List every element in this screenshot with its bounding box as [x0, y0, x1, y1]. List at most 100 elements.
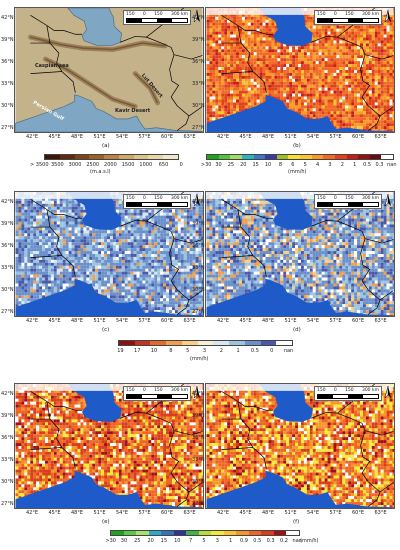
- rain-pixel: [163, 215, 167, 219]
- rain-pixel: [268, 64, 272, 68]
- rain-pixel: [318, 64, 322, 68]
- rain-pixel: [92, 230, 96, 234]
- rain-pixel: [127, 230, 131, 234]
- rain-pixel: [377, 99, 381, 103]
- rain-pixel: [336, 126, 340, 130]
- rain-pixel: [374, 61, 378, 65]
- rain-pixel: [24, 259, 28, 263]
- rain-pixel: [250, 75, 254, 79]
- rain-pixel: [18, 206, 22, 210]
- rain-pixel: [312, 28, 316, 32]
- rain-pixel: [250, 22, 254, 26]
- rain-pixel: [256, 58, 260, 62]
- rain-pixel: [212, 114, 216, 118]
- rain-pixel: [327, 108, 331, 112]
- rain-pixel: [121, 254, 125, 257]
- rain-pixel: [377, 64, 381, 68]
- rain-pixel: [283, 75, 287, 79]
- rain-pixel: [383, 70, 387, 73]
- rain-pixel: [318, 58, 322, 62]
- rain-pixel: [74, 200, 78, 204]
- rain-pixel: [371, 120, 375, 124]
- rain-pixel: [348, 67, 352, 70]
- rain-pixel: [166, 245, 170, 249]
- rain-pixel: [368, 31, 372, 35]
- rain-pixel: [357, 55, 361, 59]
- rain-pixel: [389, 34, 393, 38]
- rain-pixel: [360, 28, 363, 32]
- rain-pixel: [39, 242, 43, 246]
- rain-pixel: [315, 49, 319, 53]
- rain-pixel: [101, 236, 105, 240]
- rain-pixel: [21, 206, 25, 210]
- rain-pixel: [101, 268, 105, 272]
- rain-pixel: [303, 13, 307, 17]
- rain-pixel: [368, 40, 372, 44]
- rain-pixel: [212, 31, 216, 35]
- rain-pixel: [151, 256, 155, 260]
- rain-pixel: [177, 221, 181, 225]
- rain-pixel: [374, 108, 378, 112]
- rain-pixel: [238, 31, 242, 35]
- rain-pixel: [195, 206, 199, 210]
- rain-pixel: [124, 274, 128, 278]
- rain-pixel: [380, 75, 384, 79]
- rain-pixel: [265, 43, 269, 47]
- rain-pixel: [30, 262, 34, 266]
- rain-pixel: [42, 286, 46, 290]
- rain-pixel: [169, 259, 172, 263]
- rain-pixel: [174, 224, 178, 228]
- rain-pixel: [286, 90, 290, 94]
- rain-pixel: [33, 233, 37, 237]
- rain-pixel: [283, 87, 287, 91]
- rain-pixel: [386, 75, 390, 79]
- rain-pixel: [115, 265, 119, 269]
- rain-pixel: [250, 105, 254, 109]
- rain-pixel: [357, 31, 361, 35]
- rain-pixel: [377, 31, 381, 35]
- rain-pixel: [259, 87, 263, 91]
- rain-pixel: [253, 13, 257, 17]
- rain-pixel: [221, 67, 225, 70]
- rain-pixel: [30, 215, 34, 219]
- rain-pixel: [221, 16, 225, 20]
- rain-pixel: [80, 271, 84, 275]
- rain-pixel: [201, 262, 203, 266]
- rain-pixel: [33, 262, 37, 266]
- rain-pixel: [227, 90, 231, 94]
- rain-pixel: [224, 114, 228, 118]
- rain-pixel: [148, 245, 152, 249]
- rain-pixel: [244, 96, 248, 100]
- rain-pixel: [139, 224, 143, 228]
- rain-pixel: [27, 271, 31, 275]
- rain-pixel: [18, 215, 22, 219]
- rain-pixel: [53, 259, 57, 263]
- rain-pixel: [389, 55, 393, 59]
- rain-pixel: [145, 256, 149, 260]
- rain-pixel: [127, 233, 131, 237]
- rain-pixel: [389, 19, 393, 23]
- scale-bar: 150 0 150 300 km: [314, 10, 382, 25]
- rain-pixel: [333, 37, 337, 41]
- rain-pixel: [286, 78, 290, 82]
- rain-pixel: [53, 256, 57, 260]
- rain-pixel: [180, 218, 184, 222]
- rain-pixel: [68, 242, 72, 246]
- rain-pixel: [295, 105, 299, 109]
- rain-pixel: [253, 84, 257, 88]
- rain-pixel: [174, 283, 178, 287]
- rain-pixel: [30, 221, 34, 225]
- rain-pixel: [345, 114, 349, 118]
- rain-pixel: [221, 99, 225, 103]
- rain-pixel: [104, 245, 108, 249]
- rain-pixel: [333, 78, 337, 82]
- rain-pixel: [130, 218, 134, 222]
- rain-pixel: [354, 70, 358, 73]
- rain-pixel: [265, 72, 269, 76]
- rain-pixel: [53, 268, 57, 272]
- rain-pixel: [154, 227, 158, 231]
- rain-pixel: [74, 224, 78, 228]
- rain-pixel: [24, 248, 28, 252]
- rain-pixel: [324, 70, 328, 73]
- rain-pixel: [357, 81, 361, 85]
